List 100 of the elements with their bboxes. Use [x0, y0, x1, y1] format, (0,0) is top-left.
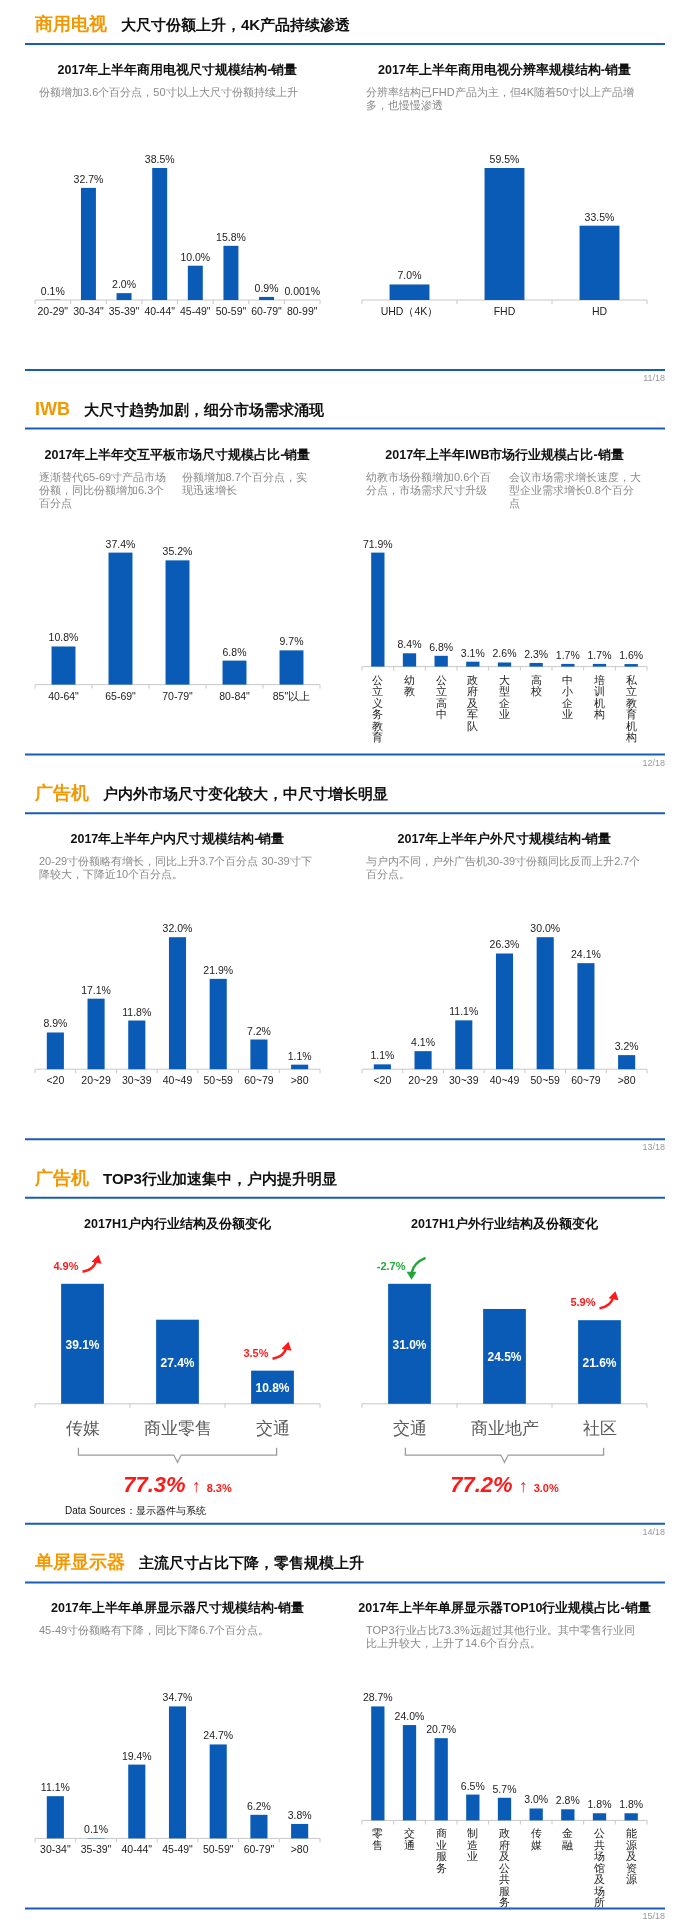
- x-tick-label: 50~59: [203, 1074, 234, 1087]
- chart-title: 2017年上半年户外尺寸规模结构-销量: [397, 831, 612, 847]
- text: 广告机: [34, 783, 89, 804]
- data-label: 11.1%: [449, 1005, 479, 1018]
- data-label: 2.6%: [492, 647, 517, 660]
- x-tick-label: 20~29: [81, 1074, 111, 1087]
- data-label: 4.1%: [411, 1036, 436, 1049]
- chart-title: 2017年上半年户内尺寸规模结构-销量: [70, 831, 285, 847]
- bar: [80, 187, 96, 300]
- text: TOP3行业加速集中，户内提升明显: [103, 1169, 337, 1187]
- data-label: 5.7%: [492, 1782, 517, 1795]
- annotation: -2.7%: [376, 1259, 406, 1272]
- data-label: 11.8%: [122, 1005, 152, 1018]
- data-label: 31.0%: [392, 1337, 427, 1352]
- bar: [250, 1039, 268, 1070]
- bar: [561, 1809, 575, 1821]
- data-label: 24.1%: [571, 948, 601, 961]
- bar: [128, 1764, 146, 1839]
- data-label: 15.8%: [216, 230, 246, 243]
- data-label: 35.2%: [162, 545, 193, 558]
- text: 份额增加3.6个百分点，50寸以上大尺寸份额持续上升: [39, 86, 298, 98]
- bar: [495, 953, 514, 1070]
- annotation: 3.5%: [243, 1346, 269, 1359]
- data-label: 1.8%: [587, 1798, 612, 1811]
- data-label: 26.3%: [489, 938, 520, 951]
- bar: [46, 1032, 64, 1070]
- text: 45-49寸份额略有下降，同比下降6.7个百分点。: [39, 1624, 270, 1637]
- text: 14/18: [642, 1526, 665, 1537]
- x-tick-label: 金融: [562, 1827, 574, 1851]
- chart-title: 2017年上半年商用电视尺寸规模结构-销量: [57, 62, 298, 77]
- bar: [187, 265, 203, 300]
- bar: [46, 1796, 64, 1839]
- bar: [168, 937, 187, 1070]
- x-tick-label: 30~39: [122, 1074, 152, 1087]
- bar: [592, 663, 607, 667]
- x-tick-label: 20~29: [408, 1074, 438, 1087]
- text: 12/18: [642, 757, 665, 768]
- data-label: 1.6%: [619, 649, 644, 662]
- x-tick-label: FHD: [493, 305, 516, 317]
- x-tick-label: >80: [290, 1843, 309, 1856]
- bar: [592, 1813, 607, 1821]
- x-tick-label: 30-34": [40, 1843, 71, 1856]
- x-tick-label: 80-99": [286, 305, 318, 317]
- x-tick-label: 85"以上: [272, 689, 311, 702]
- x-tick-label: 中小企业: [562, 673, 574, 721]
- bar: [291, 1823, 309, 1839]
- x-tick-label: 60-79": [243, 1843, 275, 1856]
- data-label: 1.7%: [587, 648, 612, 661]
- bar: [577, 963, 595, 1070]
- chart-title: 2017年上半年单屏显示器尺寸规模结构-销量: [51, 1600, 304, 1616]
- x-tick-label: >80: [290, 1074, 309, 1087]
- data-label: 0.1%: [40, 284, 65, 297]
- text: 与户内不同，户外广告机30-39寸份额同比反而上升2.7个百分点。: [366, 855, 641, 881]
- chart-title: 2017年上半年IWB市场行业规模占比-销量: [385, 446, 624, 462]
- bar: [209, 978, 227, 1070]
- x-tick-label: 35-39": [108, 305, 140, 317]
- x-tick-label: 社区: [582, 1418, 617, 1438]
- chart-title: 2017H1户内行业结构及份额变化: [84, 1215, 272, 1231]
- bar: [529, 1808, 543, 1821]
- text: 会议市场需求增长速度，大型企业需求增长0.8个百分点: [508, 470, 641, 509]
- annotation: 5.9%: [570, 1296, 596, 1309]
- x-tick-label: 制造业: [467, 1827, 479, 1863]
- x-tick-label: 40-44": [144, 305, 176, 317]
- bar: [373, 1064, 391, 1070]
- data-label: 1.7%: [555, 648, 580, 661]
- data-label: 38.5%: [144, 153, 175, 165]
- bar: [87, 998, 105, 1070]
- text: Data Sources：显示器件与系统: [65, 1504, 206, 1516]
- data-label: 8.4%: [397, 638, 422, 651]
- data-label: 19.4%: [121, 1749, 152, 1762]
- bar: [108, 552, 133, 685]
- data-label: 6.5%: [460, 1779, 485, 1792]
- data-label: 24.7%: [203, 1729, 234, 1742]
- bar: [624, 1813, 638, 1821]
- bar: [402, 653, 417, 667]
- text: 户内外市场尺寸变化较大，中尺寸增长明显: [102, 785, 388, 803]
- x-tick-label: 60~79: [244, 1074, 274, 1087]
- chart-title: 2017H1户外行业结构及份额变化: [411, 1215, 599, 1231]
- x-tick-label: 培训机构: [593, 673, 605, 721]
- text: 逐渐替代65-69寸产品市场份额，同比份额增加6.3个百分点: [39, 470, 167, 509]
- text: 大尺寸趋势加剧，细分市场需求涌现: [84, 400, 325, 418]
- data-label: 7.2%: [246, 1024, 271, 1037]
- x-tick-label: 零售: [372, 1827, 384, 1851]
- bar: [371, 552, 385, 667]
- chart-title: 2017年上半年商用电视分辨率规模结构-销量: [378, 62, 631, 77]
- data-label: 27.4%: [160, 1355, 195, 1370]
- data-label: 71.9%: [362, 537, 393, 550]
- x-tick-label: 大型企业: [499, 673, 510, 721]
- data-label: 10.8%: [255, 1381, 290, 1396]
- data-label: 37.4%: [105, 537, 136, 550]
- x-tick-label: 政府及军队: [467, 673, 479, 732]
- x-tick-label: 交通: [255, 1418, 290, 1438]
- data-label: 8.9%: [43, 1017, 68, 1030]
- x-tick-label: 70-79": [162, 689, 194, 702]
- data-label: 1.1%: [287, 1049, 312, 1062]
- data-label: 21.6%: [582, 1355, 617, 1370]
- data-label: 28.7%: [362, 1691, 393, 1704]
- bar: [624, 664, 638, 667]
- x-tick-label: <20: [46, 1074, 65, 1087]
- data-label: 32.7%: [73, 172, 104, 185]
